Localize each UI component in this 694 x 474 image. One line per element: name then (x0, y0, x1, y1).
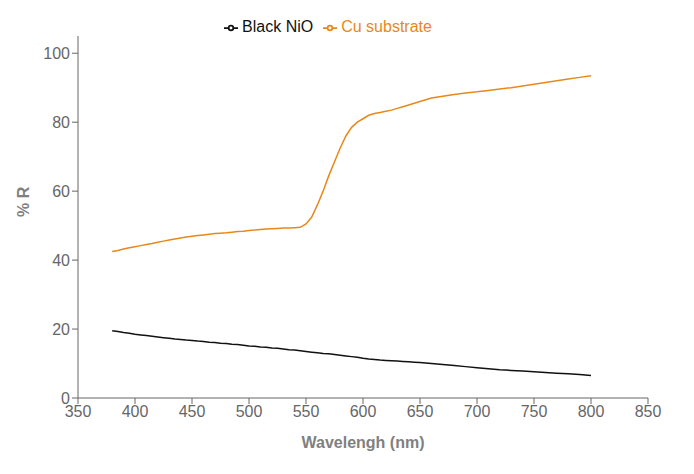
svg-text:650: 650 (407, 403, 434, 420)
svg-text:% R: % R (15, 186, 32, 217)
svg-text:500: 500 (236, 403, 263, 420)
svg-text:750: 750 (521, 403, 548, 420)
svg-text:350: 350 (64, 403, 92, 421)
html-text:Cu substrate: Cu substrate (341, 18, 432, 35)
svg-text:100: 100 (43, 45, 70, 62)
svg-text:600: 600 (350, 403, 377, 420)
svg-text:Wavelengh (nm): Wavelengh (nm) (302, 434, 425, 451)
svg-text:40: 40 (52, 252, 70, 269)
svg-text:800: 800 (578, 403, 605, 420)
svg-text:0: 0 (61, 390, 70, 407)
svg-text:550: 550 (293, 403, 320, 420)
svg-text:700: 700 (464, 403, 491, 420)
svg-text:400: 400 (122, 403, 149, 420)
svg-text:450: 450 (179, 403, 206, 420)
svg-text:80: 80 (52, 114, 70, 131)
html-text:Black NiO: Black NiO (242, 18, 314, 35)
svg-text:20: 20 (52, 321, 70, 338)
svg-text:60: 60 (52, 183, 70, 200)
svg-text:850: 850 (635, 403, 662, 420)
